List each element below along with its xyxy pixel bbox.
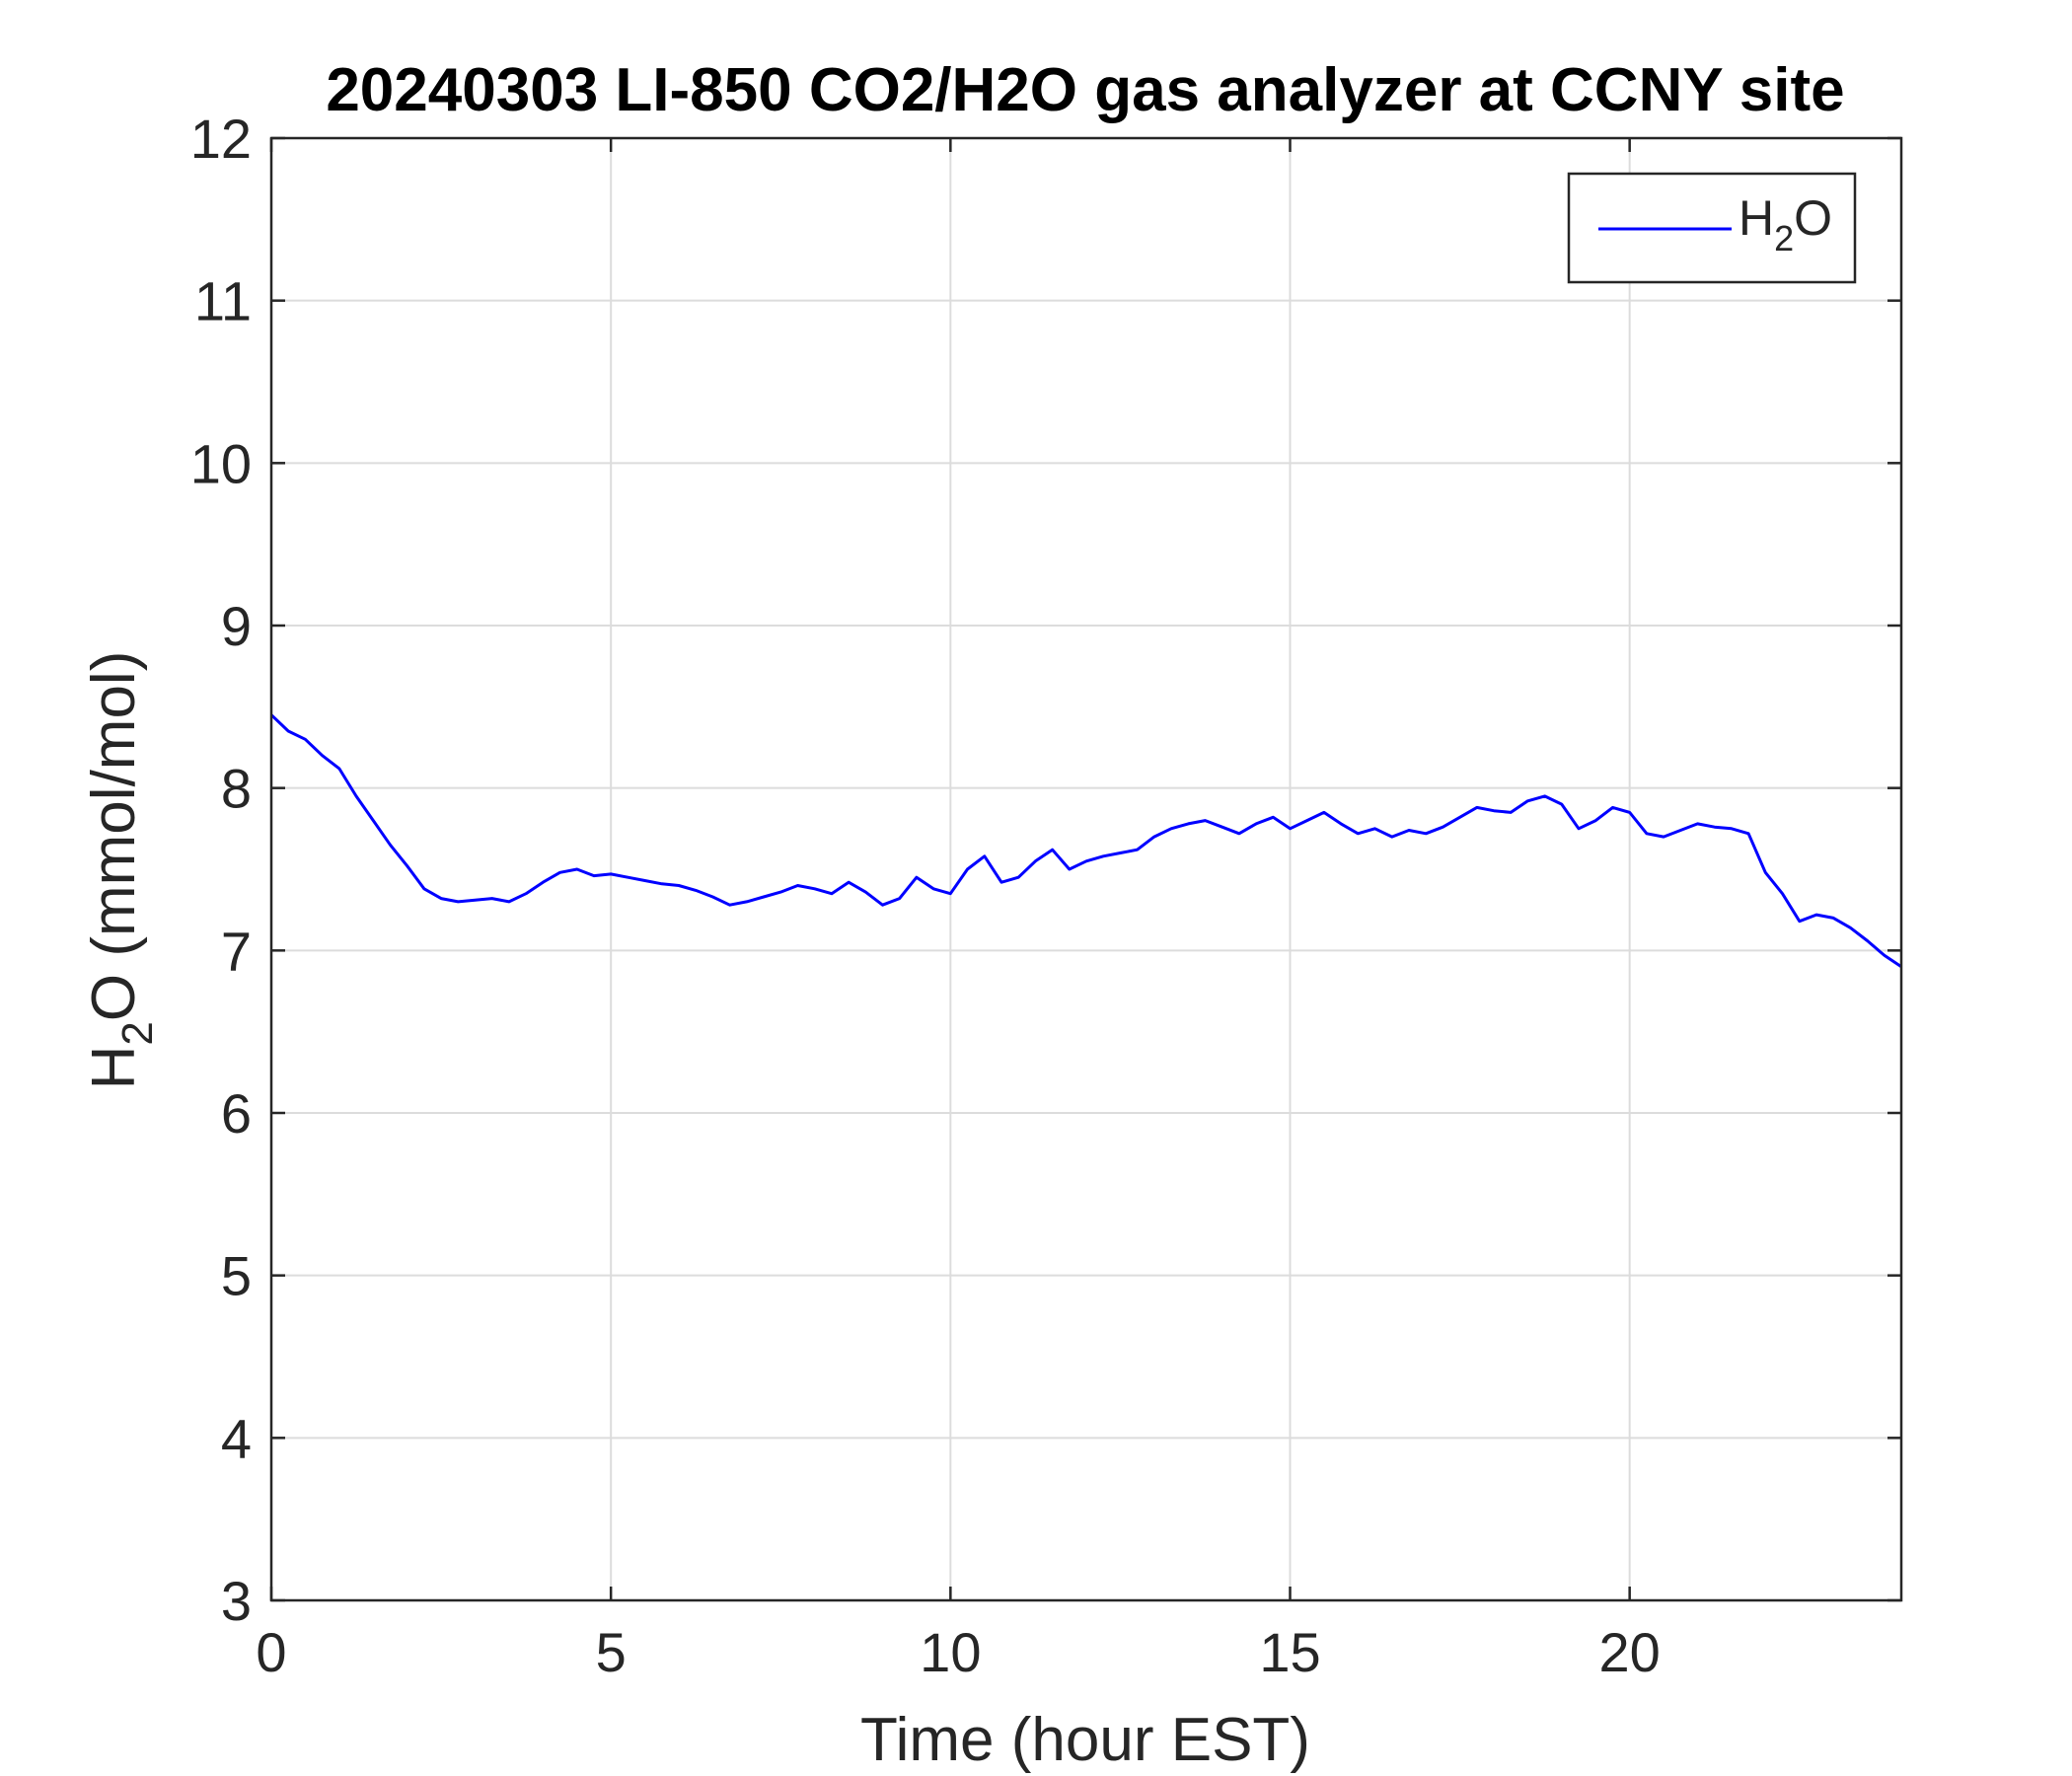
legend-entry-prefix: H bbox=[1739, 190, 1774, 246]
x-tick-label: 20 bbox=[1599, 1621, 1661, 1683]
y-tick-label: 12 bbox=[190, 108, 252, 170]
plot-frame bbox=[269, 136, 1903, 1602]
legend-entry-subscript: 2 bbox=[1774, 218, 1794, 259]
y-tick-label: 4 bbox=[221, 1407, 252, 1469]
series-layer bbox=[269, 713, 1902, 969]
y-tick-label: 6 bbox=[221, 1082, 252, 1145]
x-tick-label: 15 bbox=[1259, 1621, 1320, 1683]
y-axis-label-subscript: 2 bbox=[113, 1021, 162, 1045]
chart-title: 20240303 LI-850 CO2/H2O gas analyzer at … bbox=[326, 56, 1844, 124]
y-tick-label: 9 bbox=[221, 595, 252, 657]
x-tick-label: 5 bbox=[596, 1621, 627, 1683]
legend-entry: H2O bbox=[1739, 190, 1832, 259]
y-axis-label: H2O (mmol/mol) bbox=[80, 651, 162, 1090]
y-axis-label-suffix: O (mmol/mol) bbox=[80, 651, 148, 1021]
x-tick-label: 10 bbox=[920, 1621, 981, 1683]
tick-labels: 0 5 10 15 20 3 4 5 6 7 8 9 10 11 12 bbox=[190, 108, 1661, 1683]
series-line bbox=[269, 713, 1902, 969]
y-tick-label: 3 bbox=[221, 1570, 252, 1632]
legend-entry-suffix: O bbox=[1794, 190, 1832, 246]
x-axis-label: Time (hour EST) bbox=[860, 1706, 1310, 1774]
axes bbox=[269, 136, 1903, 1602]
y-tick-label: 8 bbox=[221, 758, 252, 820]
legend: H2O bbox=[1567, 172, 1857, 284]
x-tick-label: 0 bbox=[256, 1621, 286, 1683]
grid bbox=[271, 138, 1901, 1600]
y-tick-label: 11 bbox=[194, 270, 252, 333]
y-tick-label: 7 bbox=[221, 920, 252, 982]
y-tick-label: 5 bbox=[221, 1245, 252, 1307]
y-axis-label-prefix: H bbox=[80, 1046, 148, 1090]
y-tick-label: 10 bbox=[190, 432, 252, 494]
